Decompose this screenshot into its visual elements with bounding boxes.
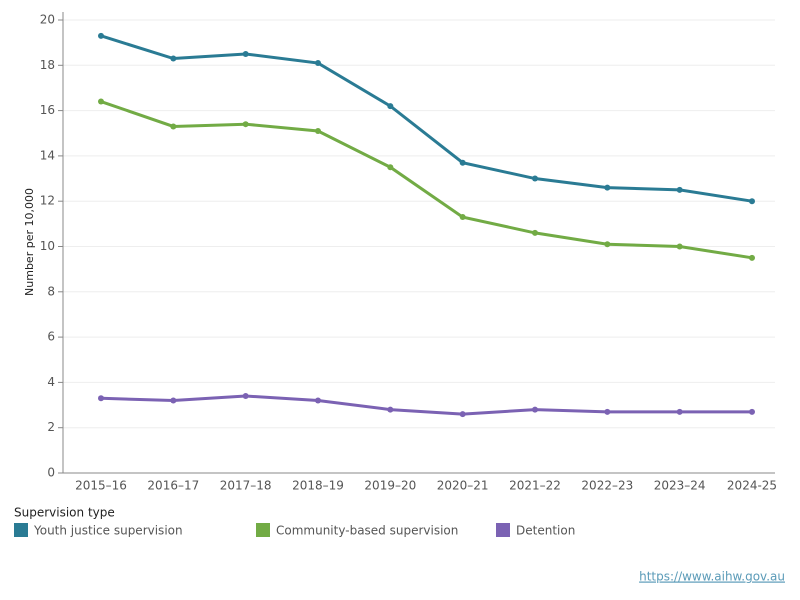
y-tick-label: 16 (40, 103, 55, 117)
series-line (100, 34, 753, 203)
data-point (749, 408, 755, 415)
x-tick-label: 2020–21 (437, 479, 489, 493)
x-tick-label: 2018–19 (292, 479, 344, 493)
x-tick-label: 2017–18 (220, 479, 272, 493)
data-point (749, 254, 755, 261)
data-point (315, 60, 321, 67)
data-point (170, 397, 177, 404)
y-tick-label: 6 (47, 330, 55, 344)
data-point (242, 121, 249, 128)
data-point (98, 32, 104, 39)
data-point (170, 123, 177, 130)
data-point (532, 406, 538, 413)
data-point (315, 397, 321, 404)
y-tick-label: 18 (40, 58, 55, 72)
x-tick-label: 2021–22 (509, 479, 561, 493)
x-tick-label: 2015–16 (75, 479, 127, 493)
source-link[interactable]: https://www.aihw.gov.au (639, 570, 785, 584)
data-point (749, 198, 755, 205)
x-tick-label: 2023–24 (654, 479, 706, 493)
x-tick-label: 2024-25 (727, 479, 777, 493)
y-tick-label: 8 (47, 284, 55, 298)
data-point (459, 411, 466, 418)
y-tick-label: 0 (47, 466, 55, 480)
data-point (387, 406, 394, 413)
y-tick-label: 4 (47, 375, 55, 389)
legend-swatch[interactable] (14, 523, 28, 537)
data-point (676, 408, 683, 415)
data-point (387, 103, 394, 110)
data-point (459, 159, 466, 166)
legend-swatch[interactable] (496, 523, 510, 537)
data-point (532, 229, 538, 236)
series-line (100, 100, 753, 260)
series-line (100, 394, 752, 416)
legend-swatch[interactable] (256, 523, 270, 537)
legend-label[interactable]: Youth justice supervision (33, 524, 183, 538)
legend-label[interactable]: Detention (516, 524, 575, 538)
data-point (242, 392, 249, 399)
y-axis-label: Number per 10,000 (23, 188, 36, 296)
y-tick-label: 12 (40, 194, 55, 208)
data-point (387, 164, 394, 171)
data-point (676, 186, 683, 193)
data-point (242, 50, 249, 57)
data-point (604, 184, 611, 191)
data-point (604, 241, 611, 248)
data-point (98, 395, 104, 402)
x-tick-label: 2022–23 (581, 479, 633, 493)
legend-label[interactable]: Community-based supervision (276, 524, 458, 538)
y-tick-label: 10 (40, 239, 55, 253)
data-point (532, 175, 538, 182)
y-tick-label: 20 (40, 13, 55, 27)
data-point (98, 98, 104, 105)
y-tick-label: 14 (40, 148, 55, 162)
data-point (170, 55, 177, 62)
data-point (315, 127, 321, 134)
data-point (459, 214, 466, 221)
x-tick-label: 2016–17 (147, 479, 199, 493)
legend-title: Supervision type (14, 506, 115, 520)
data-point (676, 243, 683, 250)
x-tick-label: 2019–20 (364, 479, 416, 493)
y-tick-label: 2 (47, 420, 55, 434)
data-point (604, 408, 611, 415)
